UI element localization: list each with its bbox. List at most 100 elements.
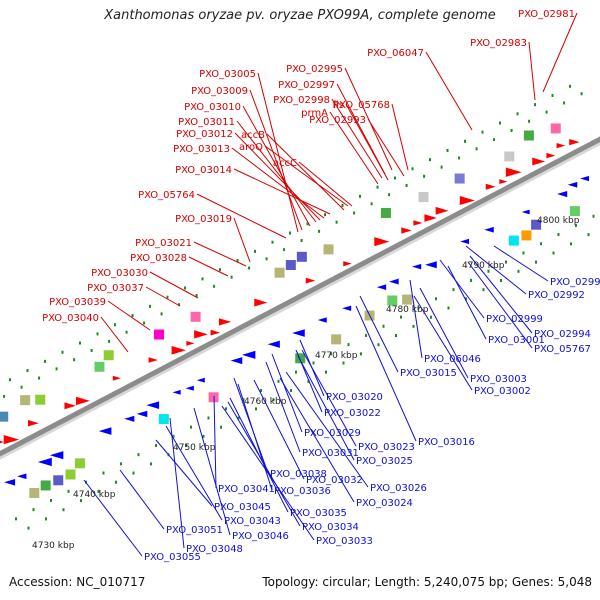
gene-block <box>402 294 413 305</box>
top-strand-gene-labels: PXO_02981 PXO_02983 PXO_06047 PXO_02995 PXO_… <box>42 9 575 324</box>
gene-label: PXO_03011 <box>178 117 235 128</box>
tick-mark <box>97 489 100 493</box>
gene-arrow <box>185 385 194 391</box>
gene-label: PXO_03009 <box>191 86 248 97</box>
gene-block <box>521 230 532 241</box>
leader-line <box>213 395 217 489</box>
gene-arrow <box>413 220 423 226</box>
tick-mark <box>178 303 181 307</box>
tick-mark <box>119 462 122 466</box>
gene-arrow <box>17 473 27 480</box>
tick-mark <box>388 193 391 197</box>
tick-mark <box>458 156 461 160</box>
gene-label: PXO_05768 <box>333 100 390 111</box>
gene-arrow <box>75 396 90 406</box>
gene-block <box>53 475 64 486</box>
gene-label: PXO_03031 <box>302 448 359 459</box>
accession-text: Accession: NC_010717 <box>9 575 146 589</box>
leader-line <box>279 377 355 503</box>
tick-mark <box>307 379 310 383</box>
gene-arrow <box>532 157 546 166</box>
leader-line <box>297 355 355 461</box>
tick-mark <box>137 453 140 457</box>
gene-arrow <box>567 181 578 188</box>
map-title: Xanthomonas oryzae pv. oryzae PXO99A, co… <box>104 8 496 23</box>
tick-mark <box>132 471 135 475</box>
gene-block <box>190 311 201 322</box>
tick-mark <box>224 407 227 411</box>
kbp-label-4780: 4780 kbp <box>386 305 429 315</box>
gene-arrow <box>317 317 327 323</box>
gene-label: PXO_02983 <box>470 38 527 49</box>
tick-mark <box>353 211 356 215</box>
gene-label: PXO_03032 <box>306 475 363 486</box>
gene-arrow <box>343 261 352 267</box>
tick-mark <box>49 499 52 503</box>
gene-label: PXO_03003 <box>470 374 527 385</box>
gene-block <box>0 411 9 422</box>
gene-arrow <box>136 410 148 418</box>
tick-mark <box>377 343 380 347</box>
gene-label: PXO_03013 <box>173 144 230 155</box>
tick-mark <box>90 349 93 353</box>
gene-arrow <box>459 195 475 206</box>
gene-label: PXO_03010 <box>184 102 241 113</box>
leader-line <box>301 349 357 447</box>
gene-label: accB <box>241 130 265 141</box>
leader-line <box>249 89 303 231</box>
leader-line <box>391 103 409 171</box>
leader-line <box>271 353 303 433</box>
tick-mark <box>289 389 292 393</box>
gene-block <box>523 130 534 141</box>
tick-mark <box>376 185 379 189</box>
tick-mark <box>114 323 117 327</box>
gene-label: PXO_03019 <box>175 214 232 225</box>
gene-label: PXO_03046 <box>232 531 289 542</box>
gene-block <box>103 350 114 361</box>
tick-mark <box>557 233 560 237</box>
gene-label: PXO_02998 <box>273 95 330 106</box>
tick-mark <box>172 434 175 438</box>
tick-mark <box>102 471 105 475</box>
gene-arrow <box>292 329 305 337</box>
tick-mark <box>499 279 502 283</box>
gene-label: PXO_03022 <box>324 408 381 419</box>
gene-block <box>35 394 46 405</box>
leader-line <box>528 41 536 101</box>
tick-mark <box>592 214 595 218</box>
leader-line <box>447 265 487 340</box>
leader-line <box>83 479 143 557</box>
gene-arrow <box>172 389 181 395</box>
leader-line <box>242 105 311 227</box>
gene-label: PXO_03005 <box>199 69 256 80</box>
gene-arrow <box>460 238 470 245</box>
gene-features <box>0 123 590 498</box>
gene-label: PXO_03024 <box>356 498 413 509</box>
gene-label: PXO_03021 <box>135 238 192 249</box>
tick-mark <box>184 444 187 448</box>
tick-mark <box>207 416 210 420</box>
tick-mark <box>108 339 111 343</box>
gene-label: PXO_02991 <box>550 277 600 288</box>
tick-mark <box>434 297 437 301</box>
leader-line <box>188 256 229 277</box>
leader-line <box>169 417 185 549</box>
tick-mark <box>551 93 554 97</box>
gene-arrow <box>148 357 158 363</box>
gene-label: PXO_05767 <box>534 344 591 355</box>
tick-mark <box>26 369 29 373</box>
tick-mark <box>277 379 280 383</box>
gene-block <box>20 395 31 406</box>
gene-arrow <box>425 261 437 269</box>
leader-line <box>253 379 305 480</box>
gene-arrow <box>0 440 5 444</box>
gene-label: PXO_03026 <box>370 483 427 494</box>
leader-line <box>345 103 389 181</box>
gene-arrow <box>546 152 556 159</box>
gene-arrow <box>484 226 494 233</box>
tick-mark <box>201 277 204 281</box>
tick-mark <box>569 242 572 246</box>
gene-arrow <box>521 209 530 215</box>
gene-label: PXO_03037 <box>87 283 144 294</box>
backbone-line <box>0 136 600 457</box>
